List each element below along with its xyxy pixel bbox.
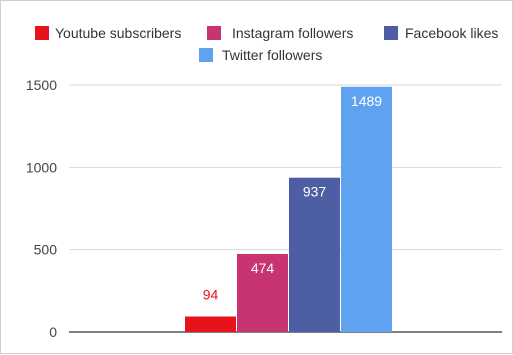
- legend-swatch-twitter-followers: [199, 48, 213, 62]
- legend-swatch-youtube-subscribers: [35, 26, 49, 40]
- bar-facebook-likes: [289, 177, 340, 332]
- y-axis: 0 500 1000 1500: [26, 77, 57, 340]
- legend-label-youtube-subscribers: Youtube subscribers: [55, 25, 181, 41]
- legend-item-twitter-followers: Twitter followers: [199, 47, 322, 63]
- bar-youtube-subscribers: [185, 316, 236, 332]
- legend-label-instagram-followers: Instagram followers: [232, 25, 353, 41]
- bar-twitter-followers: [341, 86, 392, 332]
- data-label-facebook-likes: 937: [303, 184, 327, 200]
- legend-label-twitter-followers: Twitter followers: [222, 47, 322, 63]
- legend-swatch-facebook-likes: [384, 26, 398, 40]
- data-label-instagram-followers: 474: [251, 260, 275, 276]
- data-label-twitter-followers: 1489: [351, 93, 382, 109]
- y-tick-label-1000: 1000: [26, 159, 57, 175]
- legend-swatch-instagram-followers: [207, 26, 221, 40]
- legend-item-instagram-followers: Instagram followers: [207, 25, 353, 41]
- legend-item-facebook-likes: Facebook likes: [384, 25, 498, 41]
- legend: Youtube subscribers Instagram followers Fa…: [35, 25, 498, 63]
- data-labels: 94 474 937 1489: [203, 93, 383, 303]
- bars: [185, 86, 392, 332]
- y-tick-label-1500: 1500: [26, 77, 57, 93]
- y-tick-label-500: 500: [34, 242, 58, 258]
- legend-item-youtube-subscribers: Youtube subscribers: [35, 25, 181, 41]
- legend-label-facebook-likes: Facebook likes: [405, 25, 498, 41]
- bar-instagram-followers: [237, 253, 288, 332]
- data-label-youtube-subscribers: 94: [203, 287, 219, 303]
- y-tick-label-0: 0: [49, 324, 57, 340]
